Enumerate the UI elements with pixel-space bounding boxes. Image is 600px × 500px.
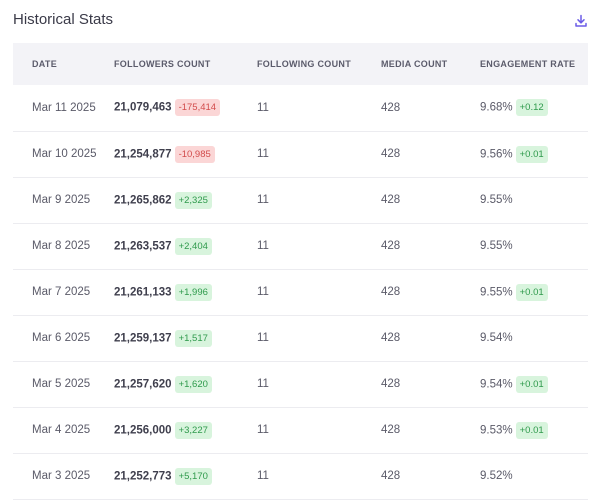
following-cell: 11 <box>257 424 269 436</box>
table-row: Mar 9 2025 21,265,862 +2,325 11 428 9.55% <box>13 177 588 223</box>
followers-cell: 21,256,000 +3,227 <box>114 407 257 453</box>
engagement-change-badge: +0.12 <box>515 99 548 117</box>
following-cell: 11 <box>257 194 269 206</box>
table-row: Mar 11 2025 21,079,463 -175,414 11 428 9.68% +… <box>13 85 588 131</box>
followers-count: 21,263,537 <box>114 240 172 253</box>
media-cell: 428 <box>381 194 401 206</box>
engagement-rate: 9.54% <box>480 332 513 344</box>
following-cell: 11 <box>257 332 269 344</box>
date-cell: Mar 4 2025 <box>32 424 91 436</box>
followers-count: 21,254,877 <box>114 148 172 161</box>
following-cell: 11 <box>257 378 269 390</box>
media-cell: 428 <box>381 470 401 482</box>
following-cell: 11 <box>257 286 269 298</box>
followers-count: 21,261,133 <box>114 286 172 299</box>
engagement-rate: 9.68% <box>480 101 513 114</box>
followers-change-badge: -10,985 <box>174 145 215 163</box>
media-cell: 428 <box>381 378 401 390</box>
table-row: Mar 5 2025 21,257,620 +1,620 11 428 9.54% +0.0… <box>13 361 588 407</box>
followers-cell: 21,254,877 -10,985 <box>114 131 257 177</box>
column-header-media[interactable]: MEDIA COUNT <box>381 59 448 69</box>
date-cell: Mar 9 2025 <box>32 194 91 206</box>
engagement-rate: 9.55% <box>480 286 513 299</box>
followers-cell: 21,259,137 +1,517 <box>114 315 257 361</box>
media-cell: 428 <box>381 286 401 298</box>
media-cell: 428 <box>381 101 401 114</box>
engagement-cell: 9.55% <box>480 177 588 223</box>
followers-count: 21,252,773 <box>114 470 172 483</box>
engagement-change-badge: +0.01 <box>515 145 548 163</box>
date-cell: Mar 6 2025 <box>32 332 91 344</box>
followers-change-badge: +3,227 <box>174 421 212 439</box>
media-cell: 428 <box>381 148 401 160</box>
page-title: Historical Stats <box>13 11 114 28</box>
engagement-rate: 9.53% <box>480 424 513 437</box>
date-cell: Mar 10 2025 <box>32 148 97 160</box>
followers-cell: 21,263,537 +2,404 <box>114 223 257 269</box>
date-cell: Mar 11 2025 <box>32 101 96 114</box>
engagement-cell: 9.54% +0.01 <box>480 361 588 407</box>
followers-cell: 21,079,463 -175,414 <box>114 85 257 131</box>
table-row: Mar 7 2025 21,261,133 +1,996 11 428 9.55% +0.0… <box>13 269 588 315</box>
engagement-change-badge: +0.01 <box>515 283 548 301</box>
media-cell: 428 <box>381 332 401 344</box>
engagement-rate: 9.56% <box>480 148 513 161</box>
column-header-engagement[interactable]: ENGAGEMENT RATE <box>480 59 576 69</box>
date-cell: Mar 8 2025 <box>32 240 91 252</box>
engagement-change-badge: +0.01 <box>515 421 548 439</box>
date-cell: Mar 5 2025 <box>32 378 91 390</box>
table-row: Mar 8 2025 21,263,537 +2,404 11 428 9.55% <box>13 223 588 269</box>
engagement-rate: 9.54% <box>480 378 513 391</box>
followers-change-badge: +1,620 <box>174 375 212 393</box>
media-cell: 428 <box>381 424 401 436</box>
table-row: Mar 10 2025 21,254,877 -10,985 11 428 9.56% +0… <box>13 131 588 177</box>
column-header-followers[interactable]: FOLLOWERS COUNT <box>114 59 211 69</box>
engagement-cell: 9.56% +0.01 <box>480 131 588 177</box>
media-cell: 428 <box>381 240 401 252</box>
followers-count: 21,257,620 <box>114 378 172 391</box>
followers-cell: 21,261,133 +1,996 <box>114 269 257 315</box>
engagement-cell: 9.53% +0.01 <box>480 407 588 453</box>
date-cell: Mar 7 2025 <box>32 286 91 298</box>
following-cell: 11 <box>257 470 269 482</box>
followers-cell: 21,257,620 +1,620 <box>114 361 257 407</box>
engagement-rate: 9.52% <box>480 470 513 482</box>
following-cell: 11 <box>257 101 269 114</box>
followers-change-badge: +5,170 <box>174 467 212 485</box>
followers-count: 21,256,000 <box>114 424 172 437</box>
followers-change-badge: -175,414 <box>174 99 221 117</box>
engagement-cell: 9.54% <box>480 315 588 361</box>
engagement-change-badge: +0.01 <box>515 375 548 393</box>
stats-header: Historical Stats <box>0 0 600 42</box>
followers-count: 21,265,862 <box>114 194 172 207</box>
followers-count: 21,079,463 <box>114 101 172 114</box>
followers-change-badge: +2,325 <box>174 191 212 209</box>
followers-count: 21,259,137 <box>114 332 172 345</box>
historical-stats-table: DATE FOLLOWERS COUNT FOLLOWING COUNT MED… <box>13 43 588 500</box>
date-cell: Mar 3 2025 <box>32 470 91 482</box>
engagement-rate: 9.55% <box>480 240 513 252</box>
followers-change-badge: +2,404 <box>174 237 212 255</box>
following-cell: 11 <box>257 240 269 252</box>
download-icon[interactable] <box>574 14 588 28</box>
engagement-cell: 9.55% <box>480 223 588 269</box>
column-header-date[interactable]: DATE <box>32 59 58 69</box>
engagement-rate: 9.55% <box>480 194 513 206</box>
table-row: Mar 6 2025 21,259,137 +1,517 11 428 9.54% <box>13 315 588 361</box>
followers-cell: 21,252,773 +5,170 <box>114 453 257 499</box>
engagement-cell: 9.55% +0.01 <box>480 269 588 315</box>
table-row: Mar 3 2025 21,252,773 +5,170 11 428 9.52% <box>13 453 588 499</box>
table-header-row: DATE FOLLOWERS COUNT FOLLOWING COUNT MED… <box>13 43 588 85</box>
followers-change-badge: +1,996 <box>174 283 212 301</box>
followers-cell: 21,265,862 +2,325 <box>114 177 257 223</box>
table-row: Mar 4 2025 21,256,000 +3,227 11 428 9.53% +0.0… <box>13 407 588 453</box>
column-header-following[interactable]: FOLLOWING COUNT <box>257 59 351 69</box>
engagement-cell: 9.68% +0.12 <box>480 85 588 131</box>
followers-change-badge: +1,517 <box>174 329 212 347</box>
engagement-cell: 9.52% <box>480 453 588 499</box>
following-cell: 11 <box>257 148 269 160</box>
